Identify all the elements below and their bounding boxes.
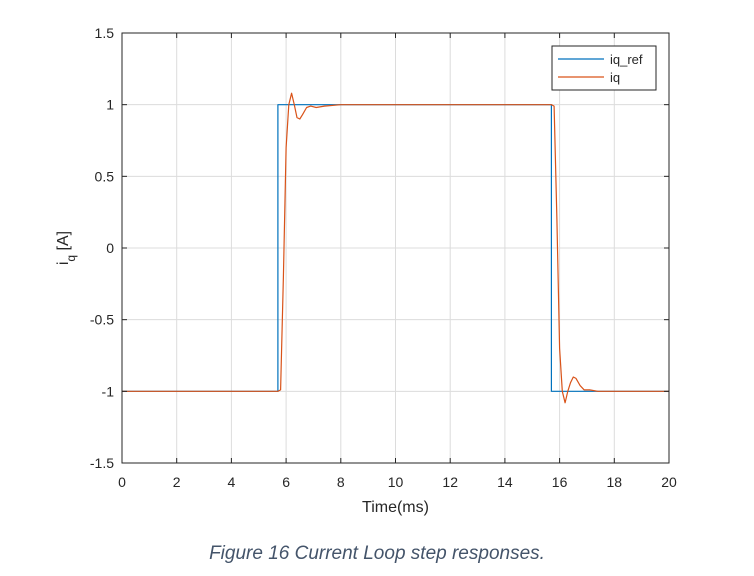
y-tick-labels: -1.5 -1 -0.5 0 0.5 1 1.5 xyxy=(90,25,114,471)
step-response-chart: 0 2 4 6 8 10 12 14 16 18 20 -1.5 -1 -0.5 0 0.5 1 1.5 Tim… xyxy=(55,25,677,516)
y-tick-label: 1 xyxy=(106,97,114,113)
x-tick-label: 4 xyxy=(228,474,236,490)
series-lines xyxy=(122,92,669,404)
y-tick-label: -0.5 xyxy=(90,312,114,328)
x-tick-label: 0 xyxy=(118,474,126,490)
x-tick-label: 10 xyxy=(388,474,404,490)
x-tick-labels: 0 2 4 6 8 10 12 14 16 18 20 xyxy=(118,474,677,490)
x-tick-label: 18 xyxy=(607,474,623,490)
y-axis-label-subscript: q xyxy=(64,255,78,262)
y-tick-label: 1.5 xyxy=(95,25,115,41)
legend-label: iq_ref xyxy=(610,52,643,67)
y-axis-label: iq [A] xyxy=(55,231,78,265)
y-tick-label: 0.5 xyxy=(95,168,115,184)
x-tick-label: 16 xyxy=(552,474,568,490)
tick-marks xyxy=(121,32,670,464)
x-tick-label: 6 xyxy=(282,474,290,490)
y-tick-label: -1.5 xyxy=(90,455,114,471)
legend-label: iq xyxy=(610,70,620,85)
y-axis-label-main: i xyxy=(55,262,72,266)
y-tick-label: -1 xyxy=(102,383,115,399)
x-tick-label: 20 xyxy=(661,474,677,490)
x-tick-label: 14 xyxy=(497,474,513,490)
legend-box xyxy=(551,45,657,91)
series-line-iq xyxy=(122,92,669,404)
x-axis-label: Time(ms) xyxy=(362,499,429,516)
x-tick-label: 8 xyxy=(337,474,345,490)
figure-caption: Figure 16 Current Loop step responses. xyxy=(209,543,545,564)
y-axis-label-unit: [A] xyxy=(55,231,72,255)
x-tick-label: 12 xyxy=(442,474,458,490)
y-tick-label: 0 xyxy=(106,240,114,256)
x-tick-label: 2 xyxy=(173,474,181,490)
grid-lines xyxy=(121,32,670,464)
